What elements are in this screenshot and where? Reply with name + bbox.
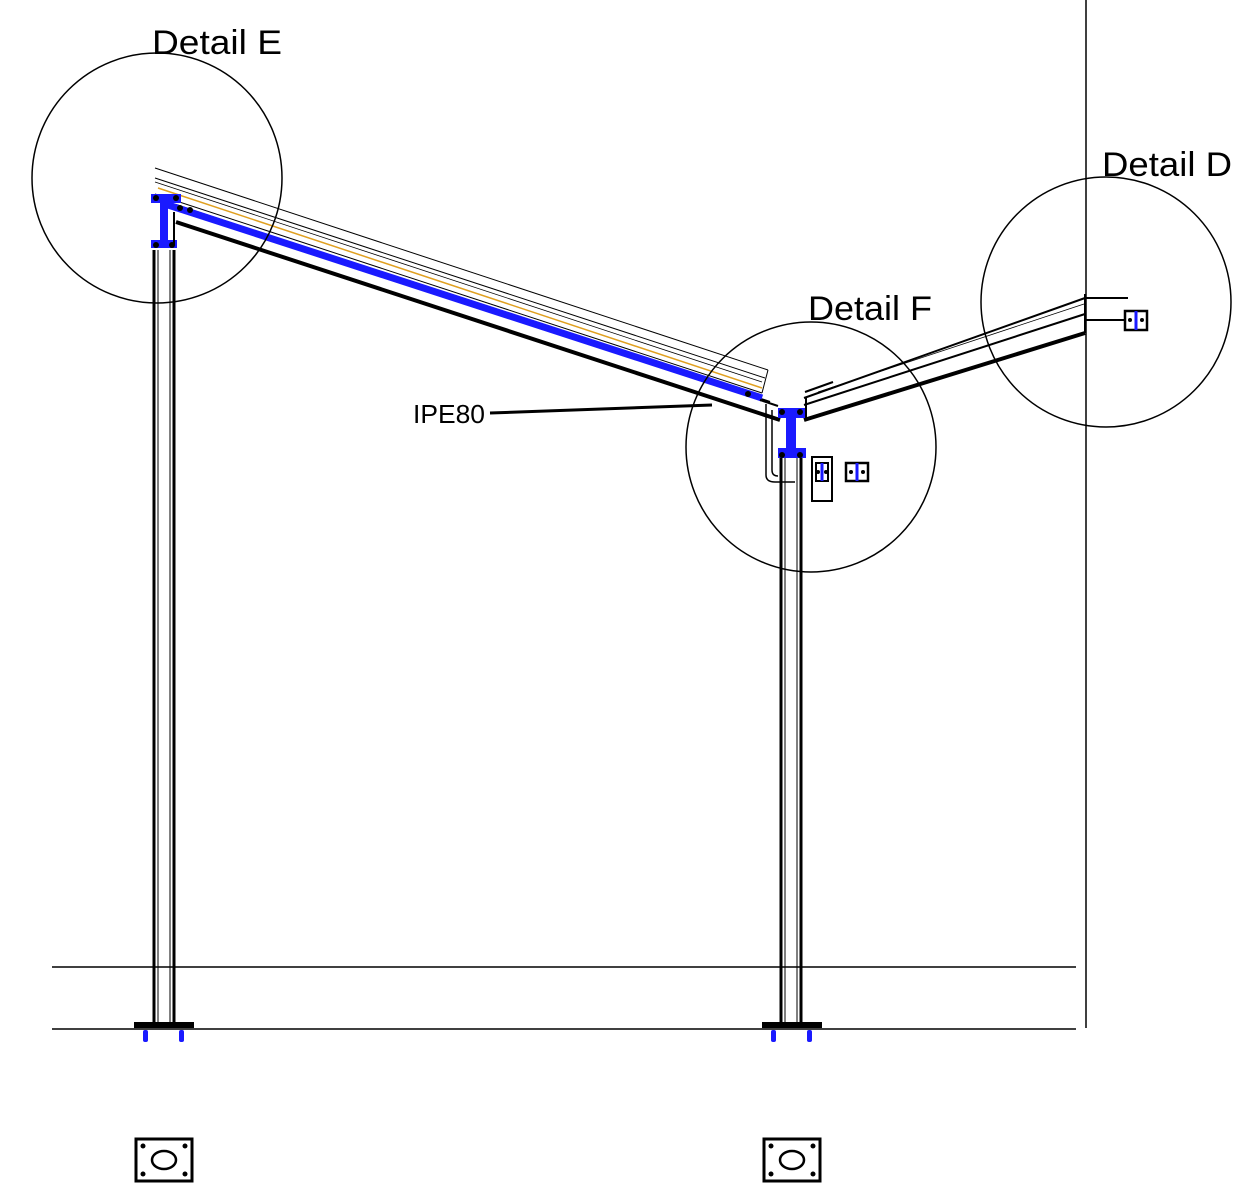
left-column (152, 250, 176, 1024)
left-base-plate (134, 1022, 194, 1042)
purlin-section-d (1123, 309, 1149, 332)
right-base-plate (762, 1022, 822, 1042)
ipe80-leader (489, 403, 713, 415)
detail-d-circle (980, 176, 1232, 428)
detail-d-label: Detail D (1102, 146, 1232, 184)
detail-e-label: Detail E (152, 24, 282, 62)
eave-connection (151, 194, 193, 248)
right-rafter (803, 294, 1128, 422)
right-column (779, 455, 803, 1024)
detail-e-circle (31, 52, 283, 304)
detail-f-circle (685, 321, 937, 573)
valley-connection (759, 381, 870, 502)
detail-f-label: Detail F (808, 290, 932, 328)
left-base-plate-plan (134, 1137, 194, 1183)
rafter-bolts (735, 387, 751, 397)
beam-label: IPE80 (413, 399, 485, 429)
right-base-plate-plan (762, 1137, 822, 1183)
main-rafter (154, 167, 781, 422)
